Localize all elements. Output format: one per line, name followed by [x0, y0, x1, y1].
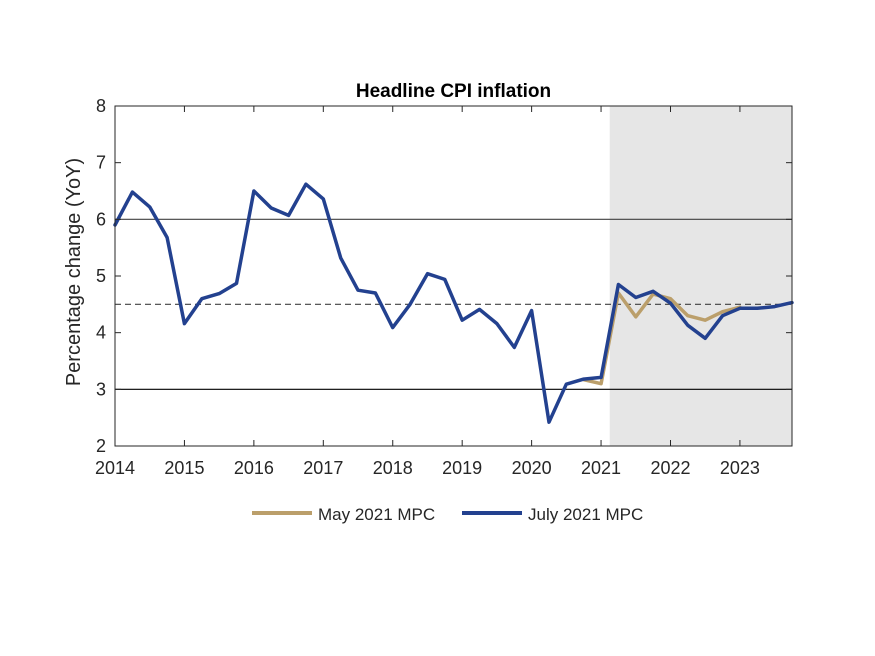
x-tick-label: 2020	[512, 458, 552, 478]
legend-label: July 2021 MPC	[528, 505, 643, 524]
legend: May 2021 MPC July 2021 MPC	[252, 505, 643, 524]
y-tick-label: 7	[96, 153, 106, 173]
forecast-shaded-region	[609, 106, 792, 446]
x-tick-label: 2019	[442, 458, 482, 478]
x-axis: 2014 2015 2016 2017 2018 2019 2020 2021 2022 2023	[95, 106, 760, 478]
series-layer	[113, 182, 794, 424]
y-tick-label: 4	[96, 323, 106, 343]
x-tick-label: 2015	[164, 458, 204, 478]
legend-label: May 2021 MPC	[318, 505, 435, 524]
x-tick-label: 2016	[234, 458, 274, 478]
y-axis-label: Percentage change (YoY)	[63, 158, 85, 386]
x-tick-label: 2022	[650, 458, 690, 478]
y-axis: 2 3 4 5 6 7 8	[96, 96, 792, 456]
x-tick-label: 2023	[720, 458, 760, 478]
y-tick-label: 8	[96, 96, 106, 116]
x-tick-label: 2014	[95, 458, 135, 478]
y-tick-label: 5	[96, 266, 106, 286]
y-tick-label: 3	[96, 379, 106, 399]
reference-lines	[115, 218, 792, 390]
x-tick-label: 2017	[303, 458, 343, 478]
x-tick-label: 2021	[581, 458, 621, 478]
y-tick-label: 6	[96, 209, 106, 229]
legend-item: July 2021 MPC	[462, 505, 643, 524]
chart-title: Headline CPI inflation	[356, 81, 551, 102]
x-tick-label: 2018	[373, 458, 413, 478]
legend-item: May 2021 MPC	[252, 505, 435, 524]
series-line-july-2021-mpc	[113, 182, 794, 424]
y-tick-label: 2	[96, 436, 106, 456]
